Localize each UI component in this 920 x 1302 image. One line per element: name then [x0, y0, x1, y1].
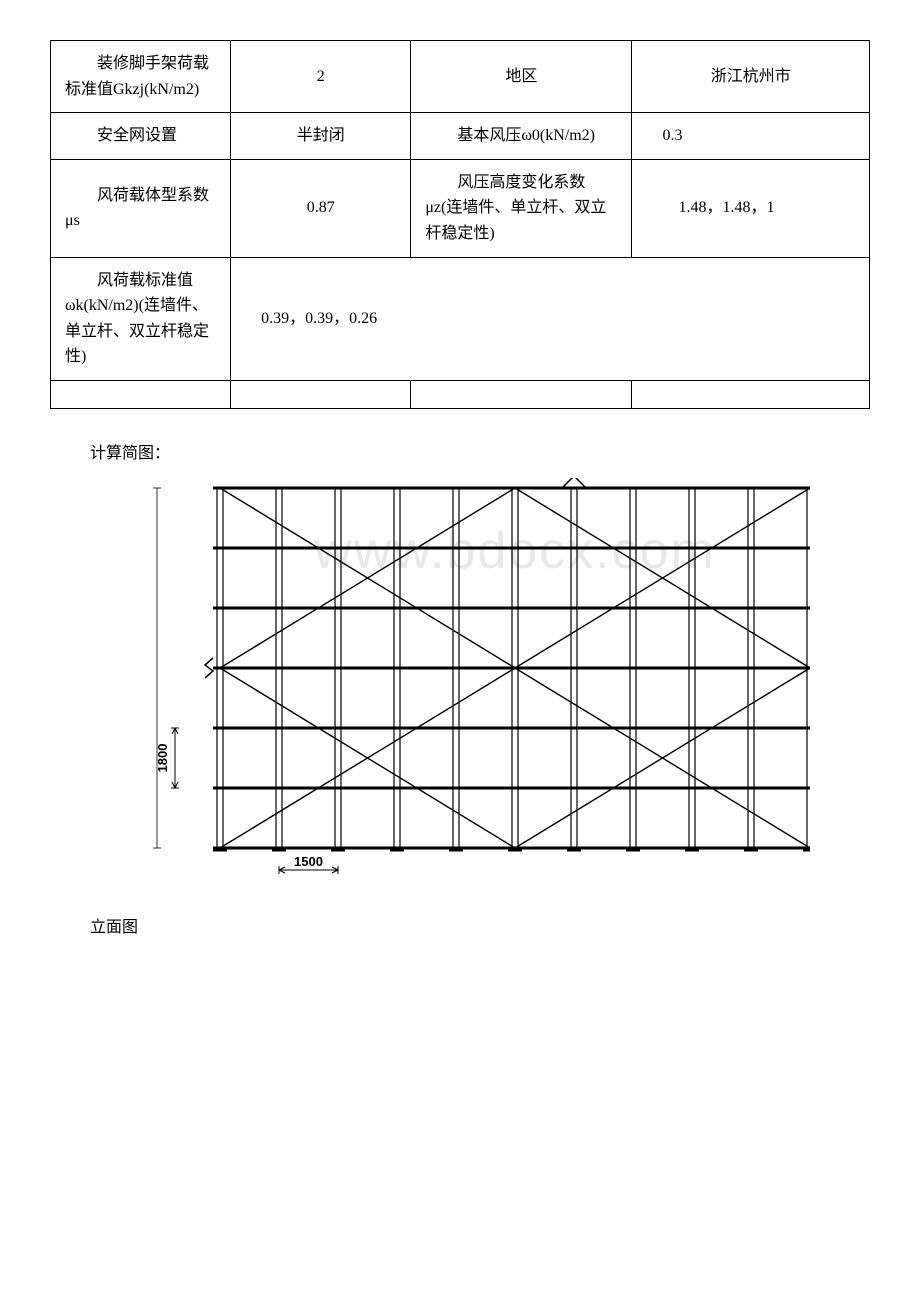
cell [231, 380, 411, 408]
table-row [51, 380, 870, 408]
cell: 基本风压ω0(kN/m2) [411, 113, 632, 160]
cell [411, 380, 632, 408]
svg-text:1500: 1500 [294, 854, 323, 869]
cell: 2 [231, 41, 411, 113]
cell: 安全网设置 [51, 113, 231, 160]
table-row: 风荷载标准值 ωk(kN/m2)(连墙件、单立杆、双立杆稳定性) 0.39，0.… [51, 257, 870, 380]
scaffold-svg: www.bdocx.com18001500 [110, 478, 810, 888]
table-row: 风荷载体型系数 μs0.87 风压高度变化系数 μz(连墙件、单立杆、双立杆稳定… [51, 159, 870, 257]
elevation-diagram: www.bdocx.com18001500 [50, 478, 870, 893]
parameters-table: 装修脚手架荷载标准值Gkzj(kN/m2)2地区浙江杭州市 安全网设置半封闭 基… [50, 40, 870, 409]
cell [51, 380, 231, 408]
cell: 1.48，1.48，1 [632, 159, 870, 257]
cell: 装修脚手架荷载标准值Gkzj(kN/m2) [51, 41, 231, 113]
cell: 0.39，0.39，0.26 [231, 257, 870, 380]
cell: 0.3 [632, 113, 870, 160]
table-row: 安全网设置半封闭 基本风压ω0(kN/m2) 0.3 [51, 113, 870, 160]
cell: 风压高度变化系数 μz(连墙件、单立杆、双立杆稳定性) [411, 159, 632, 257]
table-row: 装修脚手架荷载标准值Gkzj(kN/m2)2地区浙江杭州市 [51, 41, 870, 113]
cell: 0.87 [231, 159, 411, 257]
svg-text:www.bdocx.com: www.bdocx.com [313, 522, 716, 580]
calc-diagram-caption: 计算简图： [90, 439, 870, 463]
elevation-caption: 立面图 [90, 913, 870, 937]
cell: 地区 [411, 41, 632, 113]
cell: 风荷载体型系数 μs [51, 159, 231, 257]
cell: 半封闭 [231, 113, 411, 160]
table-body: 装修脚手架荷载标准值Gkzj(kN/m2)2地区浙江杭州市 安全网设置半封闭 基… [51, 41, 870, 409]
cell: 风荷载标准值 ωk(kN/m2)(连墙件、单立杆、双立杆稳定性) [51, 257, 231, 380]
cell: 浙江杭州市 [632, 41, 870, 113]
cell [632, 380, 870, 408]
